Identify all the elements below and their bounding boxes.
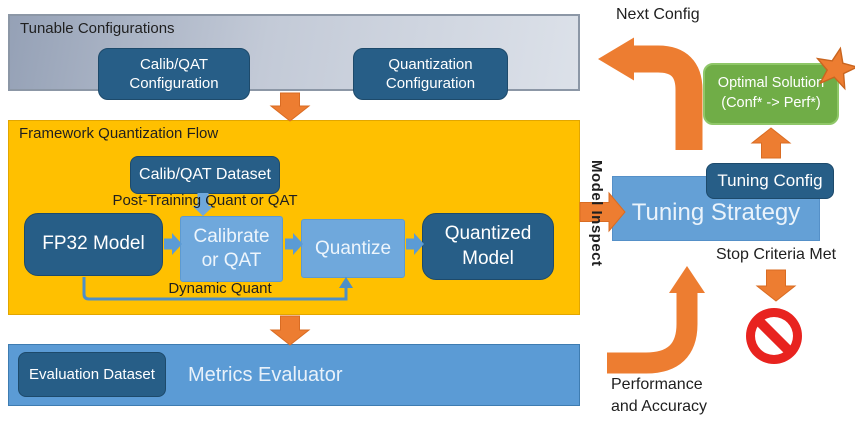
quantized-model-line2: Model [462, 247, 514, 269]
prohibition-icon [746, 308, 802, 364]
quantize-box: Quantize [301, 219, 405, 278]
optimal-solution-box: Optimal Solution (Conf* -> Perf*) [703, 63, 839, 125]
model-inspect-label: Model Inspect [588, 160, 605, 267]
calibrate-or-qat-box: Calibrate or QAT [180, 216, 283, 282]
calib-qat-dataset-box: Calib/QAT Dataset [130, 156, 280, 194]
evaluation-dataset-box: Evaluation Dataset [18, 352, 166, 397]
fp32-model-label: FP32 Model [42, 233, 145, 255]
calibrate-line1: Calibrate [193, 226, 270, 248]
dynamic-quant-label: Dynamic Quant [168, 280, 272, 297]
next-config-label: Next Config [616, 6, 700, 23]
calib-qat-dataset-label: Calib/QAT Dataset [139, 165, 271, 183]
evaluation-dataset-label: Evaluation Dataset [29, 365, 155, 383]
quantize-label: Quantize [314, 237, 392, 259]
arrow-config-to-flow [269, 92, 311, 122]
optimal-solution-line2: (Conf* -> Perf*) [721, 95, 821, 111]
framework-quantization-flow-title: Framework Quantization Flow [19, 125, 219, 142]
quantization-configuration-line1: Quantization [388, 55, 473, 73]
post-training-quant-label: Post-Training Quant or QAT [112, 192, 298, 209]
fp32-model-box: FP32 Model [24, 213, 163, 276]
performance-line2: and Accuracy [611, 398, 708, 415]
calibrate-line2: or QAT [201, 250, 262, 271]
performance-accuracy-label: Performance and Accuracy [611, 374, 707, 418]
metrics-evaluator-label: Metrics Evaluator [188, 364, 343, 386]
optimal-solution-line1: Optimal Solution [717, 75, 825, 92]
performance-line1: Performance [611, 376, 703, 393]
stop-criteria-label: Stop Criteria Met [716, 246, 837, 263]
arrow-stop-criteria [755, 269, 797, 302]
quantization-configuration-box: Quantization Configuration [353, 48, 508, 100]
quantized-model-line1: Quantized [444, 222, 532, 244]
quantization-configuration-line2: Configuration [385, 75, 476, 92]
tunable-configurations-panel: Tunable Configurations Calib/QAT Configu… [8, 14, 580, 100]
tuning-config-box: Tuning Config [706, 163, 834, 199]
tunable-configurations-title: Tunable Configurations [20, 20, 175, 37]
calib-qat-configuration-line2: Configuration [129, 75, 219, 92]
arrow-flow-to-metrics [269, 315, 311, 346]
quantized-model-box: Quantized Model [422, 213, 554, 280]
tuning-strategy-label: Tuning Strategy [631, 198, 801, 226]
arrow-next-config [598, 37, 703, 150]
calib-qat-configuration-box: Calib/QAT Configuration [98, 48, 250, 100]
arrow-to-optimal-solution [750, 127, 792, 159]
calib-qat-configuration-line1: Calib/QAT [139, 55, 209, 73]
arrow-performance-feedback [607, 266, 705, 374]
tuning-config-label: Tuning Config [717, 171, 823, 190]
